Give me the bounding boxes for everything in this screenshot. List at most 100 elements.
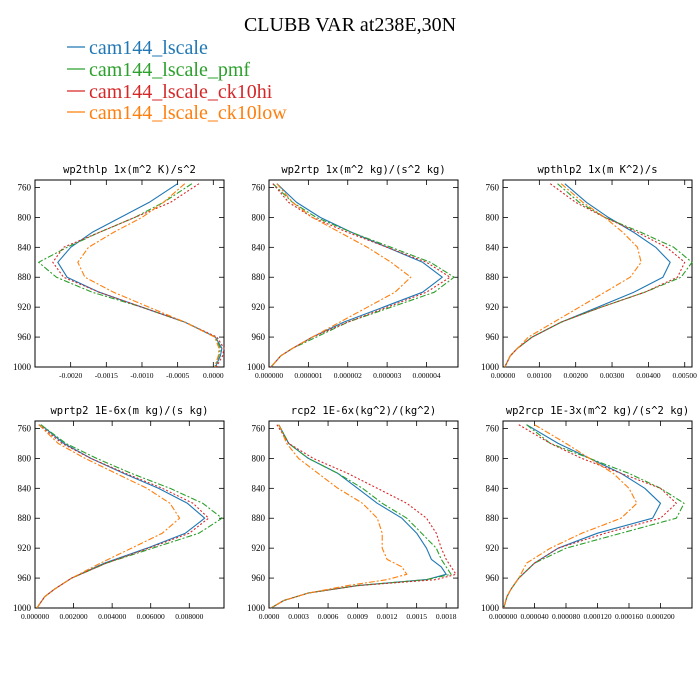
- x-tick-label: 0.000200: [646, 612, 674, 621]
- y-tick-label: 800: [252, 453, 266, 463]
- x-tick-label: -0.0005: [166, 371, 189, 380]
- plot-frame: [268, 420, 459, 609]
- x-tick-label: 0.000040: [520, 612, 548, 621]
- legend-label: cam144_lscale: [89, 37, 208, 59]
- series-line: [504, 183, 642, 368]
- y-tick-label: 880: [486, 272, 500, 282]
- series-line: [503, 424, 638, 609]
- y-tick-label: 920: [486, 302, 500, 312]
- x-tick-label: 0.0015: [406, 612, 427, 621]
- series-line: [270, 424, 408, 609]
- y-tick-label: 880: [18, 272, 32, 282]
- x-tick-label: 0.000004: [412, 371, 440, 380]
- chart-panel: wp2rtp 1x(m^2 kg)/(s^2 kg) 760 800 840 880 92…: [247, 164, 459, 380]
- x-tick-label: 0.0009: [347, 612, 368, 621]
- y-tick-label: 920: [486, 543, 500, 553]
- y-tick-label: 960: [18, 332, 32, 342]
- panels: wp2thlp 1x(m^2 K)/s^2 760 800 840 880 920 960 1…: [13, 164, 697, 621]
- x-tick-label: 0.0003: [288, 612, 309, 621]
- y-tick-label: 760: [18, 423, 32, 433]
- y-tick-label: 800: [18, 453, 32, 463]
- series-line: [270, 183, 412, 368]
- series-line: [503, 424, 685, 609]
- x-tick-label: -0.0015: [95, 371, 118, 380]
- y-tick-label: 960: [486, 332, 500, 342]
- x-tick-label: 0.0000: [259, 612, 280, 621]
- y-tick-label: 960: [252, 332, 266, 342]
- series-line: [270, 183, 451, 368]
- y-tick-label: 760: [18, 182, 32, 192]
- x-tick-label: 0.000120: [583, 612, 611, 621]
- y-tick-label: 920: [18, 543, 32, 553]
- panel-title: wp2rtp 1x(m^2 kg)/(s^2 kg): [281, 164, 445, 176]
- x-tick-label: 0.000000: [489, 612, 517, 621]
- x-tick-label: 0.006000: [137, 612, 165, 621]
- chart-panel: rcp2 1E-6x(kg^2)/(kg^2) 760 800 840 880 920 96…: [247, 405, 459, 621]
- chart-panel: wprtp2 1E-6x(m kg)/(s kg) 760 800 840 880 920…: [13, 405, 225, 621]
- legend-label: cam144_lscale_ck10hi: [89, 81, 273, 103]
- legend-entry: cam144_lscale_ck10hi: [67, 81, 273, 103]
- x-tick-label: 0.0018: [436, 612, 457, 621]
- legend-entry: cam144_lscale: [67, 37, 208, 59]
- legend-entry: cam144_lscale_ck10low: [67, 102, 287, 124]
- y-tick-label: 1000: [13, 603, 32, 613]
- x-tick-label: 0.002000: [60, 612, 88, 621]
- series-line: [52, 183, 225, 368]
- y-tick-label: 760: [486, 182, 500, 192]
- plot-frame: [502, 179, 693, 368]
- panel-title: wprtp2 1E-6x(m kg)/(s kg): [50, 405, 208, 417]
- y-tick-label: 920: [18, 302, 32, 312]
- series-line: [36, 424, 210, 609]
- y-tick-label: 1000: [481, 603, 500, 613]
- panel-title: wpthlp2 1x(m K^2)/s: [537, 164, 657, 176]
- panel-title: wp2rcp 1E-3x(m^2 kg)/(s^2 kg): [506, 405, 689, 417]
- legend-label: cam144_lscale_ck10low: [89, 102, 287, 124]
- y-tick-label: 920: [252, 302, 266, 312]
- y-tick-label: 840: [18, 242, 32, 252]
- x-tick-label: 0.000001: [294, 371, 322, 380]
- y-tick-label: 880: [18, 513, 32, 523]
- series-line: [36, 424, 223, 609]
- y-tick-label: 920: [252, 543, 266, 553]
- legend-label: cam144_lscale_pmf: [89, 59, 250, 81]
- y-tick-label: 800: [252, 212, 266, 222]
- x-tick-label: 0.0012: [377, 612, 398, 621]
- y-tick-label: 880: [252, 513, 266, 523]
- x-tick-label: 0.008000: [175, 612, 203, 621]
- x-tick-label: 0.000000: [21, 612, 49, 621]
- legend: cam144_lscale cam144_lscale_pmf cam144_l…: [67, 37, 287, 124]
- y-tick-label: 1000: [481, 362, 500, 372]
- y-tick-label: 960: [252, 573, 266, 583]
- y-tick-label: 960: [486, 573, 500, 583]
- y-tick-label: 840: [486, 483, 500, 493]
- x-tick-label: 0.0000: [203, 371, 224, 380]
- series-line: [57, 183, 223, 368]
- y-tick-label: 800: [486, 453, 500, 463]
- y-tick-label: 1000: [247, 362, 266, 372]
- x-tick-label: 0.000000: [255, 371, 283, 380]
- x-tick-label: 0.00300: [600, 371, 625, 380]
- series-line: [270, 183, 455, 368]
- figure-title: CLUBB VAR at238E,30N: [244, 14, 456, 36]
- x-tick-label: 0.000003: [373, 371, 401, 380]
- x-tick-label: 0.00400: [636, 371, 661, 380]
- plot-frame: [268, 179, 459, 368]
- y-tick-label: 840: [18, 483, 32, 493]
- plot-frame: [502, 420, 693, 609]
- series-line: [504, 183, 686, 368]
- y-tick-label: 840: [252, 242, 266, 252]
- chart-panel: wp2rcp 1E-3x(m^2 kg)/(s^2 kg) 760 800 840 88…: [481, 405, 693, 621]
- y-tick-label: 960: [18, 573, 32, 583]
- y-tick-label: 1000: [13, 362, 32, 372]
- chart-panel: wp2thlp 1x(m^2 K)/s^2 760 800 840 880 920 960 1…: [13, 164, 225, 380]
- series-line: [503, 424, 662, 609]
- x-tick-label: 0.00000: [491, 371, 516, 380]
- x-tick-label: 0.000160: [615, 612, 643, 621]
- y-tick-label: 760: [252, 423, 266, 433]
- x-tick-label: 0.0006: [318, 612, 339, 621]
- series-line: [38, 183, 221, 368]
- y-tick-label: 800: [486, 212, 500, 222]
- x-tick-label: 0.00100: [527, 371, 552, 380]
- x-tick-label: -0.0010: [130, 371, 153, 380]
